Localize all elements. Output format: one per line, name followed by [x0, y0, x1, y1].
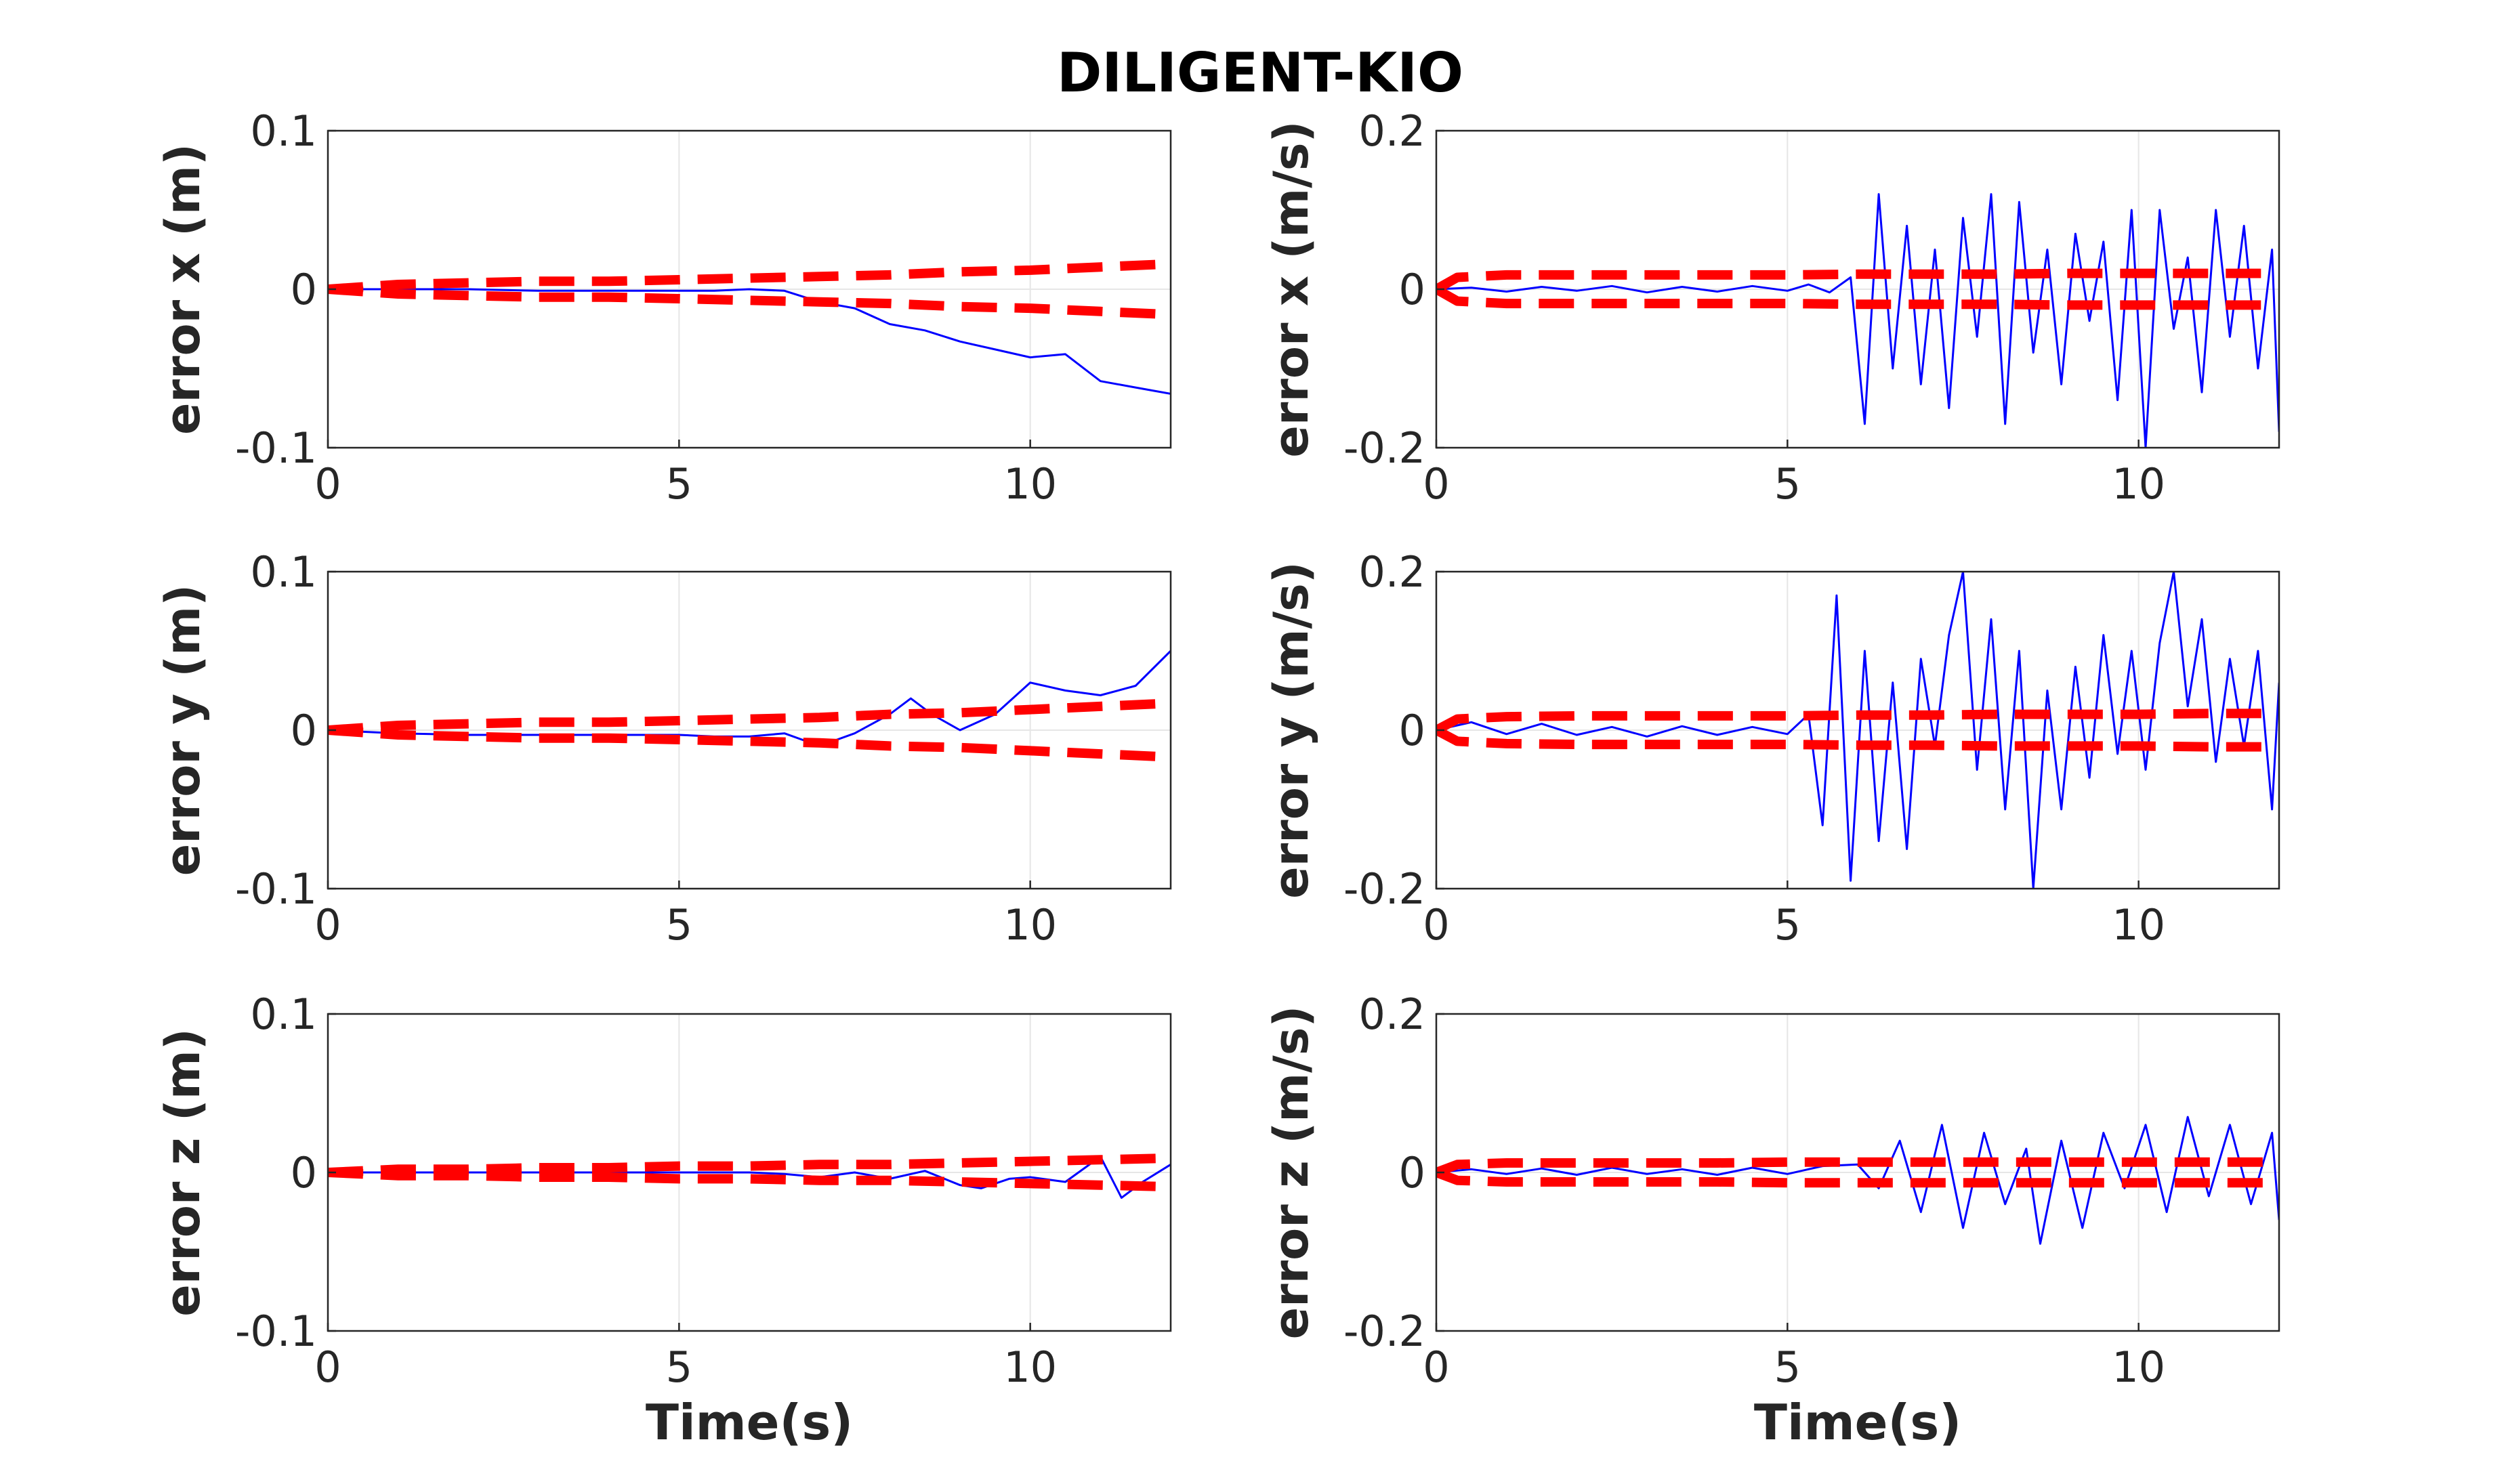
- y-tick-label: 0: [1399, 1148, 1425, 1197]
- series-upper-bound: [1436, 1157, 2279, 1177]
- y-tick-label: 0.2: [1358, 106, 1425, 156]
- y-tick-label: -0.1: [235, 1307, 317, 1356]
- series-group: [1436, 193, 2279, 448]
- y-axis-label: error x (m): [155, 144, 211, 435]
- y-tick-label: 0: [291, 706, 317, 755]
- x-tick-label: 5: [666, 1342, 692, 1392]
- figure-title: DILIGENT-KIO: [1057, 41, 1463, 104]
- series-group: [328, 650, 1171, 762]
- series-error: [1436, 193, 2279, 448]
- x-tick-label: 10: [1003, 459, 1057, 509]
- x-tick-label: 0: [1423, 900, 1449, 950]
- y-tick-label: 0.1: [250, 106, 317, 156]
- series-upper-bound: [1436, 708, 2279, 735]
- x-tick-label: 10: [2112, 1342, 2165, 1392]
- y-axis-label: error y (m/s): [1264, 561, 1319, 899]
- series-lower-bound: [328, 1168, 1171, 1192]
- x-tick-label: 10: [2112, 459, 2165, 509]
- y-axis-label: error y (m): [155, 585, 211, 876]
- x-tick-label: 5: [1774, 1342, 1801, 1392]
- series-lower-bound: [328, 725, 1171, 762]
- y-tick-label: -0.2: [1343, 423, 1425, 473]
- x-tick-label: 5: [666, 900, 692, 950]
- y-tick-label: -0.1: [235, 864, 317, 914]
- x-tick-label: 5: [1774, 459, 1801, 509]
- y-tick-label: -0.2: [1343, 1307, 1425, 1356]
- x-axis-label: Time(s): [646, 1394, 853, 1451]
- y-tick-label: 0: [291, 1148, 317, 1197]
- series-lower-bound: [1436, 725, 2279, 752]
- y-axis-label: error x (m/s): [1264, 121, 1319, 457]
- y-tick-label: -0.1: [235, 423, 317, 473]
- y-tick-label: 0.1: [250, 547, 317, 597]
- y-axis-label: error z (m/s): [1264, 1006, 1319, 1340]
- y-tick-label: 0.1: [250, 990, 317, 1039]
- x-tick-label: 0: [314, 1342, 341, 1392]
- y-tick-label: 0: [1399, 706, 1425, 755]
- y-tick-label: 0.2: [1358, 547, 1425, 597]
- series-lower-bound: [1436, 284, 2279, 310]
- x-tick-label: 10: [1003, 900, 1057, 950]
- y-tick-label: 0: [1399, 265, 1425, 314]
- y-tick-label: -0.2: [1343, 864, 1425, 914]
- series-lower-bound: [1436, 1168, 2279, 1188]
- series-group: [1436, 572, 2279, 889]
- x-tick-label: 10: [2112, 900, 2165, 950]
- x-tick-label: 0: [1423, 1342, 1449, 1392]
- series-upper-bound: [328, 1153, 1171, 1177]
- series-group: [328, 259, 1171, 395]
- series-upper-bound: [328, 698, 1171, 735]
- x-tick-label: 0: [314, 459, 341, 509]
- x-tick-label: 10: [1003, 1342, 1057, 1392]
- x-tick-label: 0: [1423, 459, 1449, 509]
- x-tick-label: 0: [314, 900, 341, 950]
- series-group: [1436, 1116, 2279, 1245]
- x-tick-label: 5: [1774, 900, 1801, 950]
- series-group: [328, 1153, 1171, 1199]
- y-tick-label: 0.2: [1358, 990, 1425, 1039]
- series-lower-bound: [328, 284, 1171, 320]
- y-tick-label: 0: [291, 265, 317, 314]
- y-axis-label: error z (m): [155, 1028, 211, 1317]
- x-tick-label: 5: [666, 459, 692, 509]
- series-error: [1436, 572, 2279, 889]
- x-axis-label: Time(s): [1754, 1394, 1961, 1451]
- series-upper-bound: [328, 259, 1171, 294]
- series-upper-bound: [1436, 268, 2279, 294]
